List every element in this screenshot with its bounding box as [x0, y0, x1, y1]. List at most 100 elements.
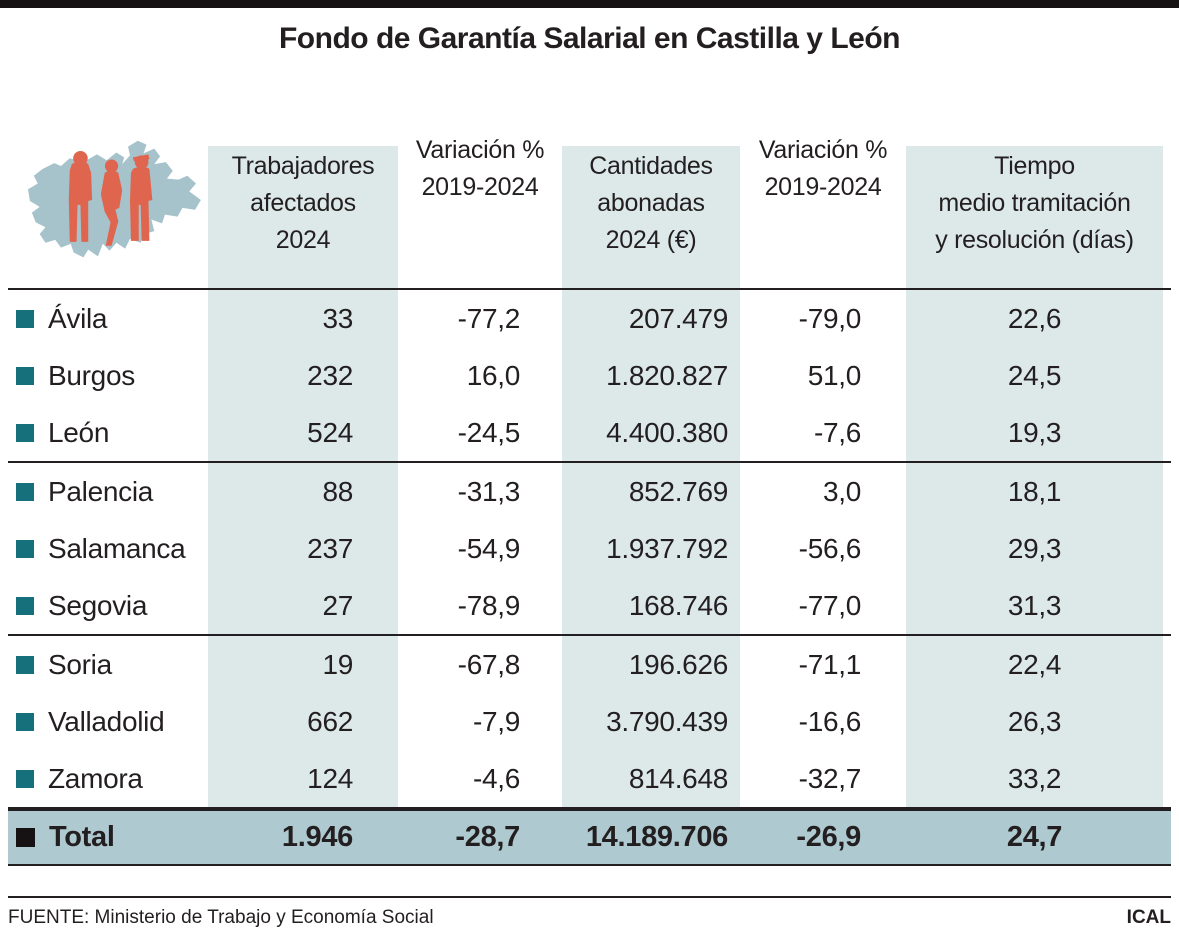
table-row: Ávila 33 -77,2 207.479 -79,0 22,6: [8, 290, 1171, 347]
tiempo-cell: 29,3: [906, 520, 1163, 577]
province-label: Palencia: [48, 475, 154, 507]
table-row: León 524 -24,5 4.400.380 -7,6 19,3: [8, 404, 1171, 461]
bullet-square-icon: [16, 769, 34, 788]
province-cell: León: [15, 404, 208, 461]
variacion-2019-2024-cell: 16,0: [466, 359, 521, 391]
cantidades-cell: 1.937.792: [562, 520, 740, 577]
trabajadores-cell: 33: [208, 290, 398, 347]
variacion-2019-2024-cell-2: -32,7: [798, 762, 862, 794]
province-cell: Palencia: [15, 463, 208, 520]
province-label: Segovia: [48, 589, 148, 621]
bullet-square-icon: [16, 655, 34, 674]
variacion-2019-2024-cell: -24,5: [457, 416, 521, 448]
page-title: Fondo de Garantía Salarial en Castilla y…: [278, 22, 901, 55]
trabajadores-cell: 232: [208, 347, 398, 404]
footer-rule: [8, 896, 1171, 898]
province-cell: Valladolid: [15, 693, 208, 750]
variacion-2019-2024-cell-2: 51,0: [807, 359, 862, 391]
province-label: Ávila: [48, 302, 108, 334]
table-group-1: Ávila 33 -77,2 207.479 -79,0 22,6 Burgos 232 16,…: [8, 290, 1171, 463]
trabajadores-cell: 124: [208, 750, 398, 807]
cantidades-cell: 4.400.380: [562, 404, 740, 461]
total-cantidades-cell: 14.189.706: [585, 821, 728, 853]
castilla-y-leon-map-icon: [27, 140, 201, 258]
variacion-2019-2024-cell-2: -77,0: [798, 589, 862, 621]
total-tiempo-cell: 24,7: [1006, 821, 1063, 853]
province-label: Zamora: [48, 762, 143, 794]
table-row: Palencia 88 -31,3 852.769 3,0 18,1: [8, 463, 1171, 520]
province-label: Salamanca: [48, 532, 186, 564]
variacion-2019-2024-cell-2: -71,1: [798, 648, 862, 680]
variacion-2019-2024-cell: -78,9: [457, 589, 521, 621]
variacion-2019-2024-cell-2: -56,6: [798, 532, 862, 564]
variacion-2019-2024-cell-2: -7,6: [813, 416, 861, 448]
credit-text: ICAL: [1126, 907, 1171, 928]
col-header-cantidades: Cantidades abonadas 2024 (€): [562, 130, 740, 288]
tiempo-cell: 31,3: [906, 577, 1163, 634]
bullet-square-icon: [16, 423, 34, 442]
table-row: Salamanca 237 -54,9 1.937.792 -56,6 29,3: [8, 520, 1171, 577]
cantidades-cell: 168.746: [562, 577, 740, 634]
variacion-2019-2024-cell-2: 3,0: [822, 475, 861, 507]
top-bar: [0, 0, 1179, 8]
trabajadores-cell: 237: [208, 520, 398, 577]
col-header-trabajadores: Trabajadores afectados 2024: [208, 130, 398, 288]
total-row: Total 1.946 -28,7 14.189.706 -26,9 24,7: [8, 809, 1171, 866]
cantidades-cell: 852.769: [562, 463, 740, 520]
trabajadores-cell: 19: [208, 636, 398, 693]
footer: FUENTE: Ministerio de Trabajo y Economía…: [8, 898, 1171, 929]
variacion-2019-2024-cell: -4,6: [472, 762, 520, 794]
bullet-square-icon: [16, 366, 34, 385]
data-table: Trabajadores afectados 2024 Variación % …: [8, 130, 1171, 866]
variacion-2019-2024-cell: -54,9: [457, 532, 521, 564]
province-label: Burgos: [48, 359, 135, 391]
cantidades-cell: 207.479: [562, 290, 740, 347]
source-text: FUENTE: Ministerio de Trabajo y Economía…: [8, 907, 434, 928]
province-cell: Segovia: [15, 577, 208, 634]
bullet-square-icon: [16, 482, 34, 501]
cantidades-cell: 814.648: [562, 750, 740, 807]
bullet-square-icon: [16, 828, 35, 847]
tiempo-cell: 24,5: [906, 347, 1163, 404]
variacion-2019-2024-cell-2: -79,0: [798, 302, 862, 334]
province-label: Valladolid: [48, 705, 165, 737]
province-cell: Salamanca: [15, 520, 208, 577]
total-variacion-2-cell: -26,9: [796, 821, 861, 853]
province-cell: Ávila: [15, 290, 208, 347]
total-trabajadores-cell: 1.946: [281, 821, 353, 853]
cantidades-cell: 1.820.827: [562, 347, 740, 404]
table-row: Soria 19 -67,8 196.626 -71,1 22,4: [8, 636, 1171, 693]
table-row: Burgos 232 16,0 1.820.827 51,0 24,5: [8, 347, 1171, 404]
bullet-square-icon: [16, 712, 34, 731]
province-cell: Zamora: [15, 750, 208, 807]
province-cell: Burgos: [15, 347, 208, 404]
province-label: Soria: [48, 648, 112, 680]
tiempo-cell: 22,4: [906, 636, 1163, 693]
total-label-cell: Total: [15, 811, 208, 864]
province-cell: Soria: [15, 636, 208, 693]
total-label: Total: [49, 821, 115, 853]
table-group-3: Soria 19 -67,8 196.626 -71,1 22,4 Valladolid 66…: [8, 636, 1171, 809]
total-variacion-1-cell: -28,7: [455, 821, 520, 853]
variacion-2019-2024-cell: -67,8: [457, 648, 521, 680]
variacion-2019-2024-cell-2: -16,6: [798, 705, 862, 737]
tiempo-cell: 22,6: [906, 290, 1163, 347]
variacion-2019-2024-cell: -31,3: [457, 475, 521, 507]
province-label: León: [48, 416, 110, 448]
col-header-variacion-2: Variación % 2019-2024: [758, 136, 888, 201]
table-group-2: Palencia 88 -31,3 852.769 3,0 18,1 Salamanca 23…: [8, 463, 1171, 636]
tiempo-cell: 19,3: [906, 404, 1163, 461]
bullet-square-icon: [16, 309, 34, 328]
cantidades-cell: 196.626: [562, 636, 740, 693]
trabajadores-cell: 524: [208, 404, 398, 461]
bullet-square-icon: [16, 596, 34, 615]
map-cell: [15, 130, 208, 288]
cantidades-cell: 3.790.439: [562, 693, 740, 750]
bullet-square-icon: [16, 539, 34, 558]
trabajadores-cell: 27: [208, 577, 398, 634]
table-row: Valladolid 662 -7,9 3.790.439 -16,6 26,3: [8, 693, 1171, 750]
col-header-tiempo: Tiempo medio tramitación y resolución (d…: [906, 130, 1163, 288]
tiempo-cell: 26,3: [906, 693, 1163, 750]
table-header-row: Trabajadores afectados 2024 Variación % …: [8, 130, 1171, 290]
